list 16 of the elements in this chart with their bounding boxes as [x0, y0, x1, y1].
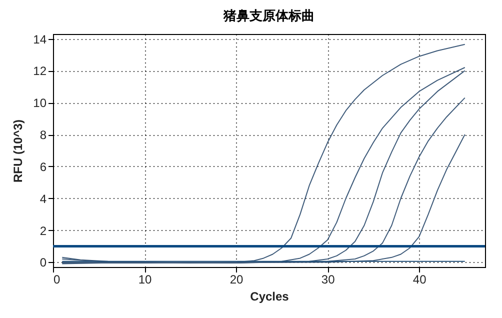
y-tick-label: 4 — [40, 192, 47, 206]
y-tick-label: 6 — [40, 160, 47, 174]
y-tick-label: 2 — [40, 224, 47, 238]
x-tick-label: 0 — [54, 272, 60, 286]
y-tick-label: 14 — [33, 32, 47, 46]
y-tick-label: 10 — [33, 96, 47, 110]
y-tick-label: 8 — [40, 128, 47, 142]
y-axis-title: RFU (10^3) — [11, 119, 26, 183]
x-tick-label: 40 — [412, 272, 427, 286]
x-axis-title: Cycles — [250, 290, 290, 304]
x-tick-label: 20 — [230, 272, 244, 286]
x-tick-label: 30 — [321, 272, 336, 286]
y-tick-label: 0 — [40, 256, 47, 270]
y-tick-label: 12 — [33, 64, 47, 78]
x-tick-label: 10 — [138, 272, 152, 286]
chart-title: 猪鼻支原体标曲 — [222, 8, 314, 23]
